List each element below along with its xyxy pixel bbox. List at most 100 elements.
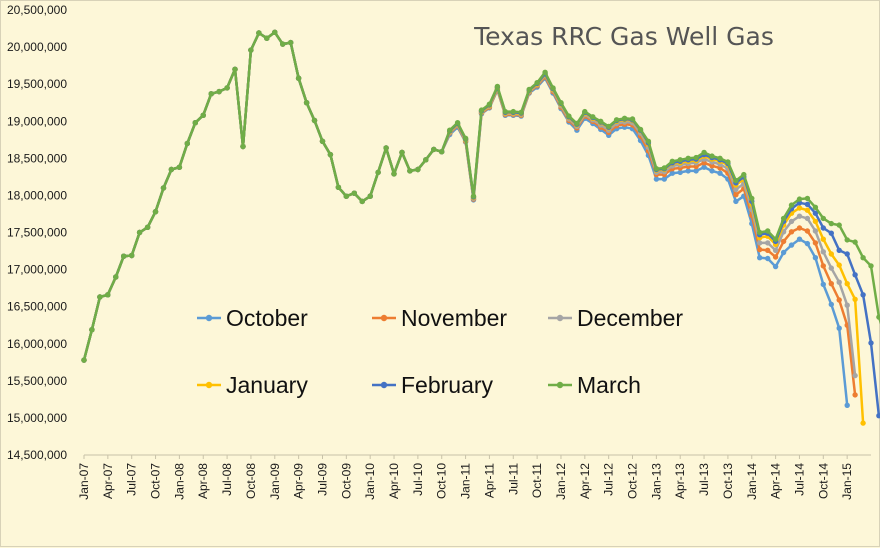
data-point-december	[812, 228, 819, 234]
data-point-march	[693, 154, 699, 161]
data-point-march	[534, 80, 540, 86]
data-point-march	[288, 39, 294, 46]
data-point-november	[812, 240, 819, 246]
data-point-march	[685, 155, 691, 161]
data-point-march	[407, 168, 413, 174]
data-point-march	[256, 30, 262, 36]
y-tick-label: 16,500,000	[7, 300, 67, 314]
x-tick-label: Apr-09	[292, 463, 306, 499]
data-point-march	[613, 117, 620, 123]
data-point-march	[232, 66, 238, 73]
data-point-march	[375, 169, 381, 176]
data-point-october	[780, 249, 787, 256]
data-point-march	[200, 112, 206, 119]
series-layer	[81, 29, 880, 426]
data-point-october	[788, 242, 795, 248]
data-point-march	[804, 195, 811, 202]
x-tick-label: Jul-09	[315, 463, 329, 496]
data-point-march	[160, 185, 167, 191]
data-point-march	[144, 224, 151, 230]
data-point-march	[343, 193, 349, 199]
data-point-march	[502, 108, 508, 115]
legend-label: February	[401, 372, 494, 398]
data-point-october	[772, 263, 779, 270]
data-point-march	[192, 120, 198, 126]
data-point-march	[359, 198, 365, 205]
data-point-march	[765, 228, 771, 234]
data-point-march	[367, 193, 373, 199]
y-tick-label: 18,000,000	[7, 188, 67, 202]
data-point-march	[431, 146, 437, 153]
data-point-march	[113, 274, 119, 280]
x-tick-label: Apr-12	[578, 463, 592, 499]
data-point-march	[828, 220, 834, 227]
y-tick-label: 17,500,000	[7, 226, 67, 240]
data-point-october	[669, 170, 675, 176]
y-tick-label: 17,000,000	[7, 263, 67, 277]
x-tick-label: Jan-15	[840, 463, 854, 500]
series-january	[81, 29, 866, 426]
data-point-november	[780, 238, 787, 245]
data-point-february	[836, 247, 842, 253]
series-line-march	[82, 31, 880, 361]
axes: 14,500,000 15,000,000 15,500,000 16,000,000…	[7, 3, 871, 500]
data-point-october	[820, 281, 826, 288]
data-point-march	[399, 149, 405, 156]
data-point-march	[383, 145, 389, 151]
x-tick-label: Jan-07	[77, 463, 91, 500]
data-point-march	[629, 116, 636, 122]
y-tick-label: 20,000,000	[7, 40, 67, 54]
x-tick-label: Jan-14	[745, 463, 759, 500]
x-tick-label: Oct-14	[816, 463, 830, 499]
data-point-march	[224, 85, 230, 91]
legend-item-november: November	[372, 305, 507, 331]
data-point-march	[741, 171, 747, 178]
data-point-november	[757, 246, 763, 253]
data-point-march	[812, 204, 819, 210]
data-point-november	[788, 229, 795, 235]
data-point-march	[780, 215, 787, 222]
series-february	[81, 29, 880, 419]
data-point-march	[558, 100, 564, 106]
data-point-march	[701, 149, 707, 156]
data-point-march	[351, 190, 357, 196]
data-point-december	[788, 218, 795, 225]
data-point-march	[860, 255, 866, 261]
data-point-march	[669, 158, 675, 164]
legend-label: January	[226, 372, 308, 398]
x-tick-label: Oct-13	[721, 463, 735, 499]
data-point-november	[804, 228, 811, 234]
data-point-march	[852, 239, 858, 245]
data-point-october	[677, 169, 683, 176]
data-point-october	[685, 168, 691, 174]
data-point-march	[574, 120, 580, 127]
data-point-march	[272, 29, 278, 35]
legend-swatch-marker	[556, 381, 564, 389]
data-point-october	[733, 198, 739, 205]
data-point-march	[526, 86, 532, 93]
data-point-march	[208, 91, 214, 97]
x-tick-label: Jul-11	[506, 463, 520, 495]
data-point-march	[709, 153, 715, 159]
data-point-february	[860, 292, 866, 298]
data-point-march	[677, 157, 683, 163]
data-point-march	[621, 115, 628, 122]
data-point-march	[295, 75, 302, 81]
data-point-january	[844, 281, 850, 287]
series-line-october	[82, 31, 849, 406]
data-point-march	[590, 114, 596, 120]
data-point-march	[248, 47, 254, 53]
y-tick-label: 15,500,000	[7, 374, 67, 388]
data-point-march	[725, 159, 731, 165]
data-point-march	[97, 294, 103, 300]
data-point-december	[733, 186, 739, 193]
data-point-march	[280, 41, 286, 47]
data-point-march	[844, 237, 850, 243]
data-point-march	[598, 118, 604, 125]
data-point-march	[264, 35, 270, 41]
data-point-november	[772, 254, 779, 260]
y-tick-label: 18,500,000	[7, 151, 67, 165]
data-point-march	[757, 229, 763, 236]
data-point-march	[216, 88, 222, 95]
legend: October November December January February Ma…	[197, 305, 683, 398]
